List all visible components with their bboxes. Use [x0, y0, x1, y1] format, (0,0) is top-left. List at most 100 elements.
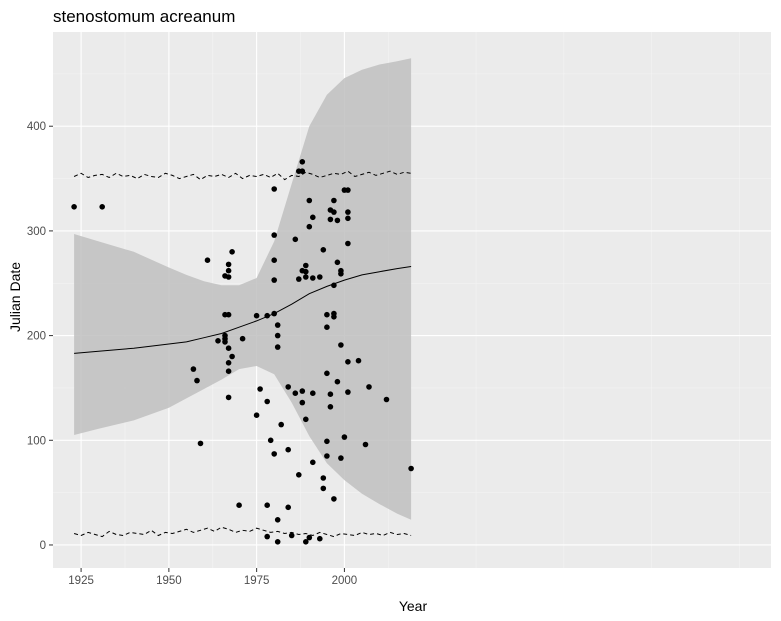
- data-point: [306, 197, 313, 204]
- y-tick-label: 200: [27, 331, 46, 343]
- data-point: [271, 257, 278, 264]
- data-point: [320, 475, 327, 481]
- data-point: [334, 259, 341, 266]
- data-point: [334, 217, 341, 224]
- data-point: [334, 378, 341, 385]
- x-tick-label: 1975: [244, 575, 270, 587]
- data-point: [253, 412, 260, 419]
- y-tick-label: 100: [27, 435, 46, 447]
- data-point: [345, 389, 351, 395]
- data-point: [197, 440, 204, 447]
- x-axis-ticks: 1925 1950 1975 2000: [68, 568, 357, 587]
- data-point: [324, 370, 330, 377]
- data-point: [338, 455, 344, 461]
- data-point: [306, 534, 313, 541]
- data-point: [331, 282, 337, 289]
- data-point: [271, 232, 278, 238]
- data-point: [296, 276, 302, 282]
- data-point: [310, 459, 316, 466]
- data-point: [320, 247, 327, 253]
- data-point: [274, 517, 281, 523]
- data-point: [324, 438, 330, 445]
- data-point: [345, 240, 351, 247]
- data-point: [345, 187, 351, 193]
- data-point: [278, 421, 285, 428]
- data-point: [355, 357, 362, 364]
- y-axis-title: Julian Date: [7, 262, 23, 332]
- data-point: [324, 324, 330, 331]
- data-point: [327, 391, 334, 398]
- x-tick-label: 1950: [156, 575, 182, 587]
- data-point: [366, 384, 372, 390]
- data-point: [362, 441, 369, 448]
- data-point: [257, 386, 263, 392]
- data-point: [253, 312, 260, 319]
- data-point: [292, 236, 299, 243]
- y-axis-ticks: 0 100 200 300 400: [27, 121, 53, 552]
- data-point: [71, 204, 77, 210]
- data-points: [71, 159, 414, 545]
- data-point: [331, 496, 337, 502]
- data-point: [229, 353, 235, 360]
- data-point: [274, 332, 281, 339]
- data-point: [274, 539, 281, 545]
- data-point: [225, 360, 232, 366]
- data-point: [264, 312, 271, 319]
- data-point: [285, 384, 292, 390]
- x-axis-title: Year: [399, 598, 428, 614]
- data-point: [306, 223, 313, 230]
- x-tick-label: 1925: [68, 575, 94, 587]
- data-point: [229, 249, 235, 255]
- data-point: [274, 344, 281, 350]
- confidence-ribbon: [74, 58, 412, 520]
- data-point: [271, 186, 278, 192]
- data-point: [303, 268, 309, 275]
- data-point: [338, 271, 344, 277]
- data-point: [327, 404, 334, 410]
- data-point: [225, 394, 232, 401]
- data-point: [236, 502, 242, 509]
- data-point: [190, 366, 197, 372]
- data-point: [341, 434, 348, 440]
- chart-title: stenostomum acreanum: [53, 7, 235, 26]
- data-point: [303, 274, 309, 280]
- data-point: [303, 416, 309, 423]
- data-point: [267, 437, 274, 444]
- data-point: [264, 398, 271, 405]
- data-point: [225, 311, 232, 318]
- data-point: [271, 451, 278, 457]
- data-point: [303, 539, 309, 545]
- data-point: [271, 277, 278, 283]
- data-point: [299, 388, 306, 394]
- data-point: [317, 274, 323, 280]
- data-point: [296, 472, 302, 478]
- data-point: [271, 310, 278, 317]
- data-point: [299, 159, 306, 165]
- data-point: [331, 209, 337, 215]
- data-point: [324, 311, 330, 318]
- data-point: [408, 465, 414, 472]
- data-point: [239, 335, 246, 342]
- data-point: [285, 504, 292, 511]
- data-point: [310, 275, 316, 281]
- data-point: [225, 345, 232, 352]
- data-point: [288, 532, 295, 539]
- upper-dashed-line: [73, 170, 412, 181]
- data-point: [215, 338, 221, 344]
- data-point: [327, 216, 334, 223]
- data-point: [225, 274, 232, 280]
- data-point: [310, 390, 316, 397]
- data-point: [274, 322, 281, 328]
- data-point: [264, 533, 271, 540]
- data-point: [225, 368, 232, 375]
- data-point: [292, 390, 299, 397]
- data-point: [299, 168, 306, 174]
- data-point: [331, 314, 337, 320]
- data-point: [345, 215, 351, 222]
- data-point: [383, 396, 390, 403]
- data-point: [303, 262, 309, 269]
- data-point: [310, 214, 316, 221]
- data-point: [99, 204, 105, 210]
- data-point: [222, 339, 228, 345]
